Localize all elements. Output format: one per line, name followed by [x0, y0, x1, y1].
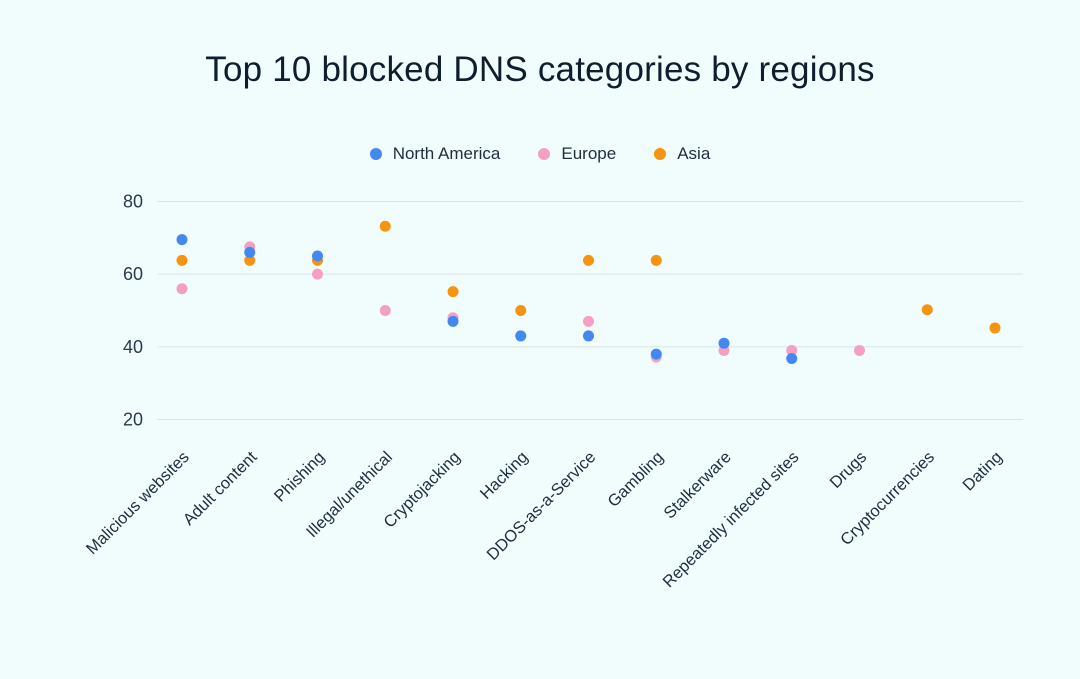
point-north-america[interactable]: [650, 348, 662, 360]
x-tick-label: Repeatedly infected sites: [659, 448, 802, 591]
point-europe[interactable]: [786, 344, 798, 356]
legend-label-asia: Asia: [677, 144, 711, 163]
legend-item-asia[interactable]: Asia: [654, 144, 710, 164]
x-tick-label: Hacking: [477, 448, 532, 503]
legend-swatch-europe: [538, 148, 551, 160]
point-asia[interactable]: [583, 254, 594, 266]
y-tick-label: 20: [123, 410, 143, 430]
legend-swatch-asia: [654, 148, 667, 160]
point-north-america[interactable]: [447, 315, 459, 327]
point-north-america[interactable]: [515, 330, 527, 342]
point-europe[interactable]: [854, 344, 865, 356]
y-tick-label: 40: [123, 337, 143, 357]
x-tick-label: Gambling: [604, 448, 667, 511]
point-asia[interactable]: [379, 220, 391, 232]
point-north-america[interactable]: [312, 250, 323, 262]
legend-swatch-north-america: [369, 148, 382, 160]
point-north-america[interactable]: [718, 337, 730, 349]
y-axis-ticks: 20 40 60 80: [123, 192, 143, 430]
point-europe[interactable]: [379, 305, 391, 316]
legend-label-north-america: North America: [392, 144, 501, 163]
point-north-america[interactable]: [786, 352, 798, 364]
point-north-america[interactable]: [176, 234, 188, 246]
x-tick-label: Dating: [959, 448, 1005, 494]
point-europe[interactable]: [176, 283, 188, 295]
x-tick-label: Malicious websites: [83, 448, 193, 558]
point-europe[interactable]: [583, 315, 594, 327]
y-tick-label: 80: [123, 192, 143, 212]
point-north-america[interactable]: [583, 330, 594, 342]
point-asia[interactable]: [176, 254, 188, 266]
point-asia[interactable]: [989, 322, 1001, 334]
point-asia[interactable]: [447, 286, 459, 298]
chart-title: Top 10 blocked DNS categories by regions: [205, 50, 875, 89]
legend-item-north-america[interactable]: North America: [369, 144, 501, 164]
point-asia[interactable]: [921, 304, 933, 316]
point-asia[interactable]: [244, 254, 256, 266]
point-north-america[interactable]: [244, 246, 256, 258]
legend-item-europe[interactable]: Europe: [538, 144, 616, 164]
legend: North America Europe Asia: [0, 144, 1080, 164]
legend-label-europe: Europe: [561, 144, 617, 163]
data-points: [176, 220, 1001, 364]
x-tick-label: Phishing: [271, 448, 328, 505]
x-tick-label: Stalkerware: [660, 448, 734, 522]
point-asia[interactable]: [650, 254, 662, 266]
grid-lines: [157, 201, 1023, 420]
y-tick-label: 60: [123, 264, 143, 284]
x-tick-label: Drugs: [826, 448, 870, 492]
point-europe[interactable]: [312, 268, 323, 280]
point-asia[interactable]: [515, 305, 527, 316]
